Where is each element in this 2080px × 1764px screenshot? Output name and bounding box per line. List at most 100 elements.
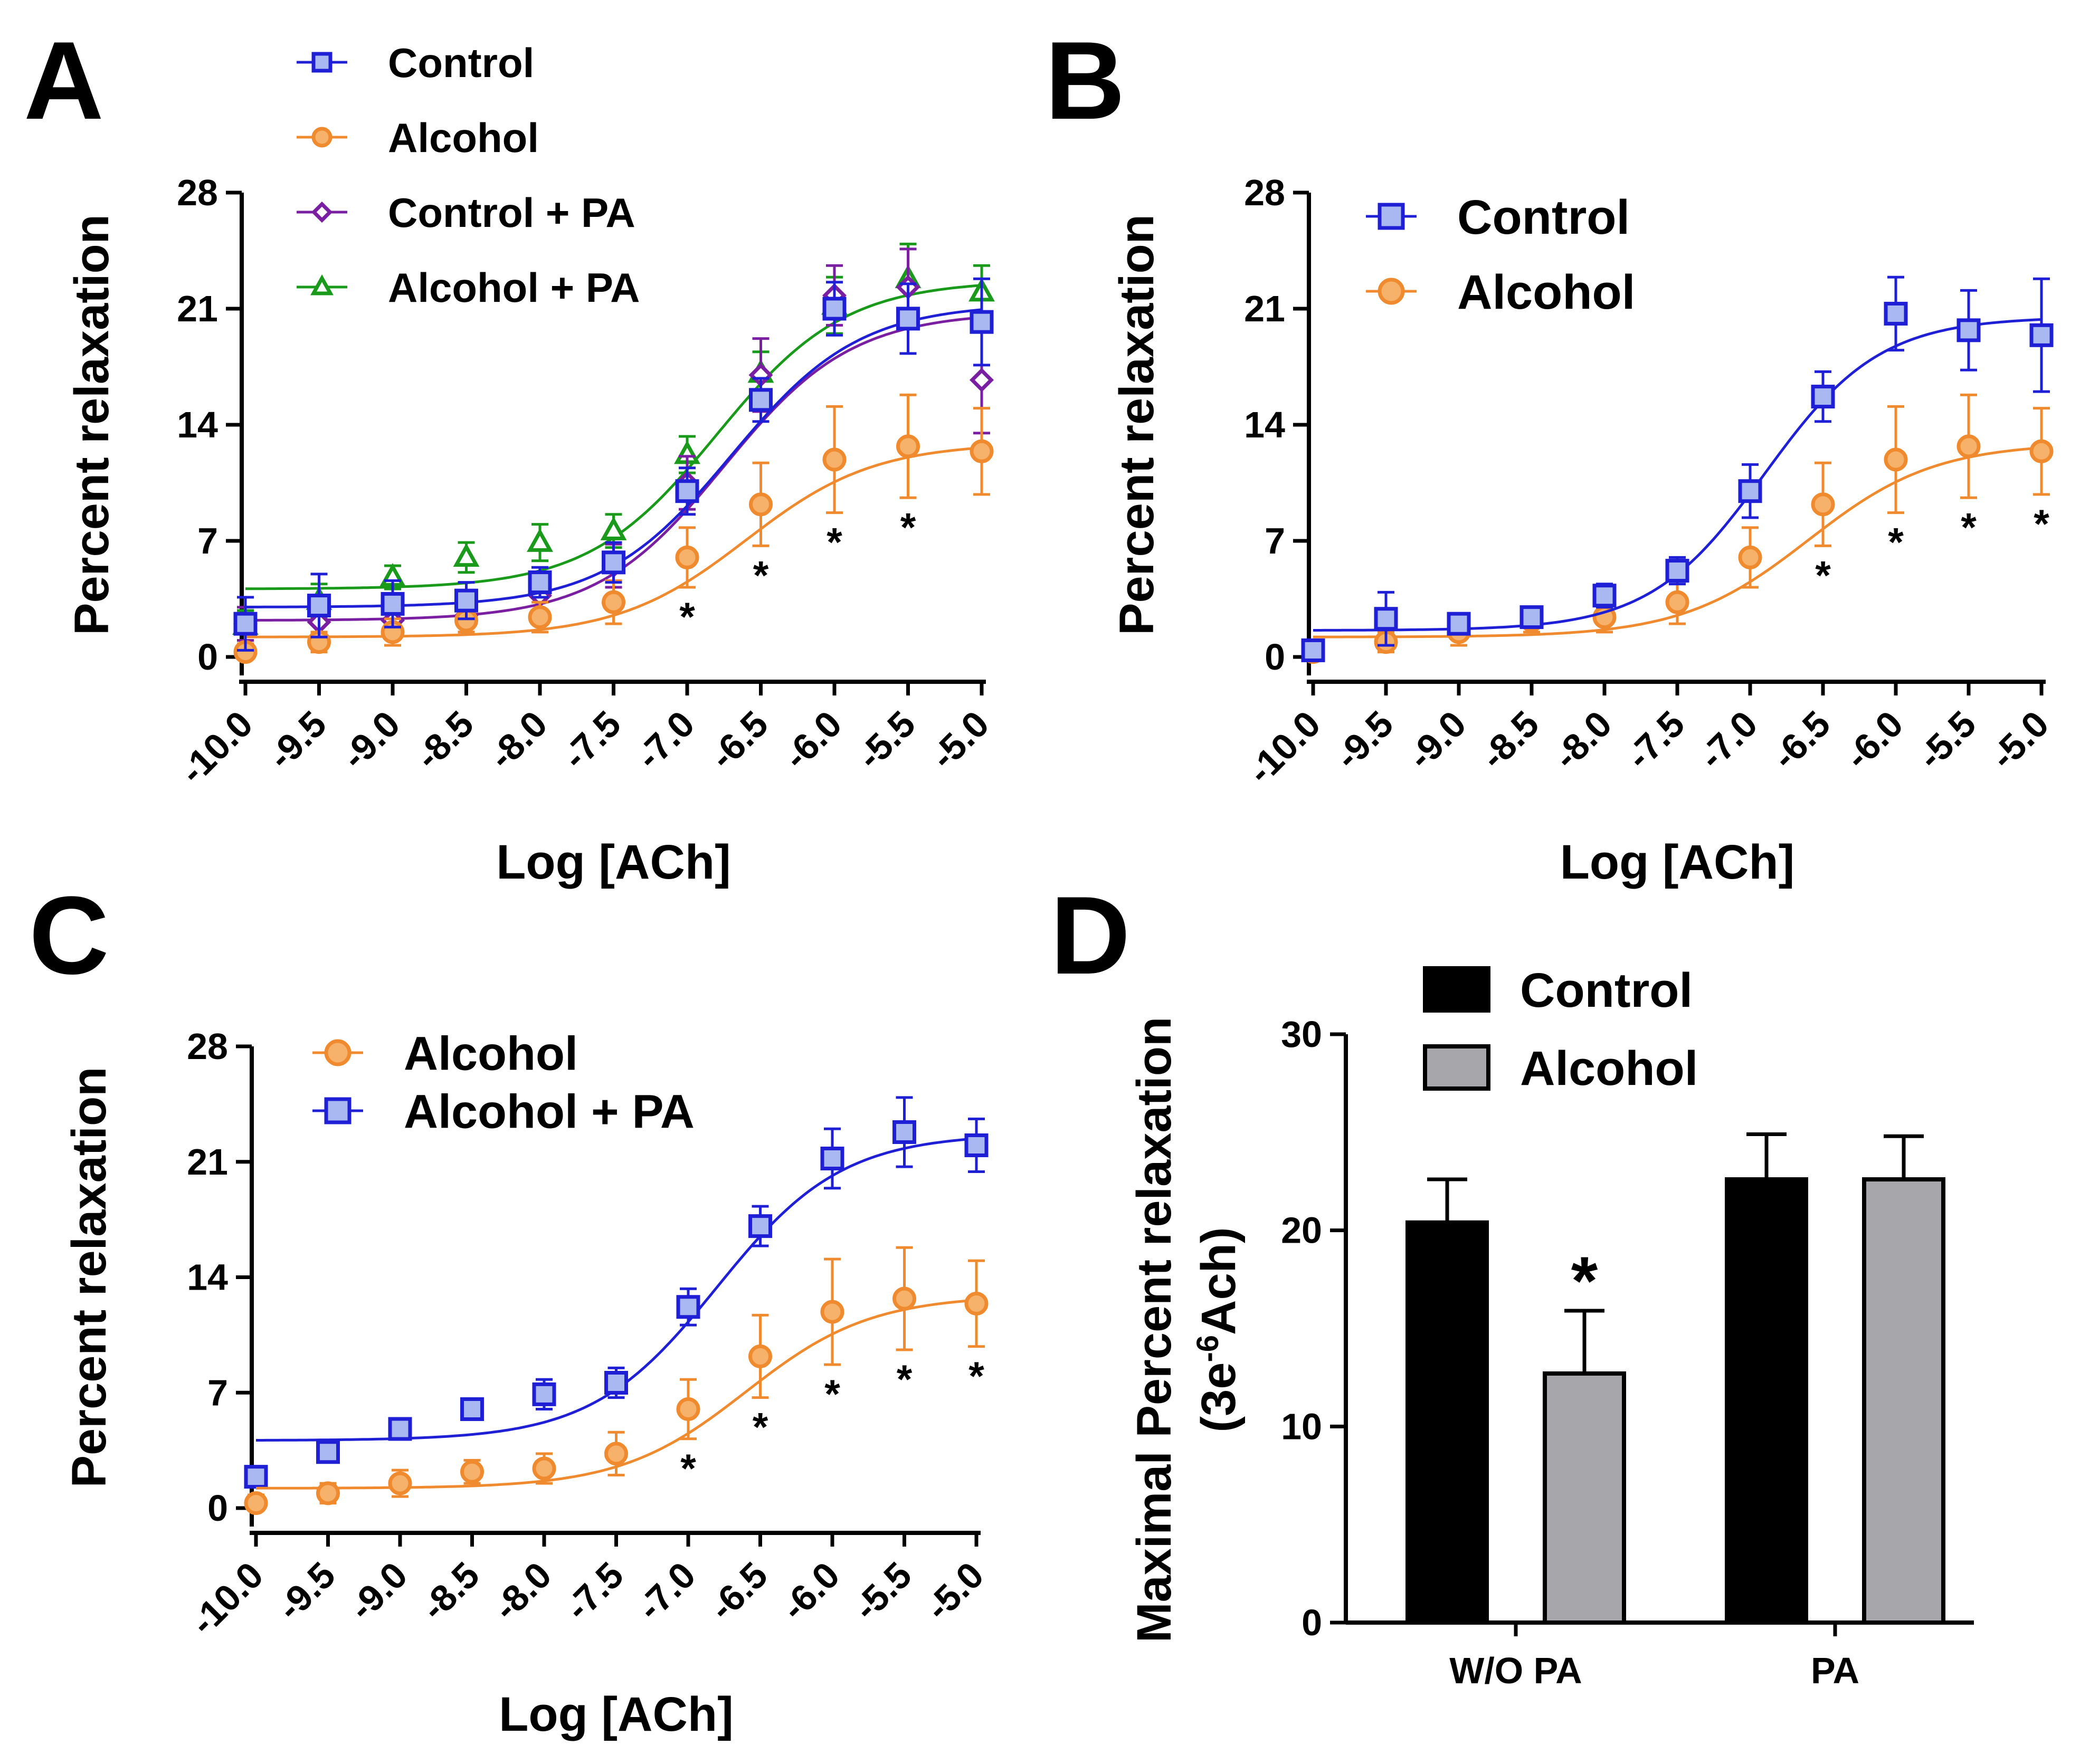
panel-a-x-axis-label: Log [ACh] xyxy=(496,835,731,889)
panel-a-legend-label-alcohol-pa: Alcohol + PA xyxy=(388,264,640,311)
panel-b-y-tick-label: 14 xyxy=(1244,404,1285,445)
panel-d-y-axis-label-suffix: Ach) xyxy=(1192,1227,1246,1335)
panel-a-x-tick-label: -7.5 xyxy=(555,703,629,777)
panel-a-x-tick-label: -8.0 xyxy=(481,703,555,777)
panel-c-point-alcohol xyxy=(460,1460,484,1484)
panel-b-legend-marker-control xyxy=(1378,203,1405,230)
panel-c-y-tick-label: 21 xyxy=(187,1141,228,1183)
panel-c-point-alcohol xyxy=(532,1456,556,1481)
panel-c-point-alcohol xyxy=(964,1292,989,1315)
panel-a-point-alcohol xyxy=(675,545,699,569)
panel-a-point-control xyxy=(749,388,773,412)
panel-c-point-alcohol xyxy=(604,1442,628,1466)
panel-b-point-control xyxy=(1301,638,1325,662)
panel-b-point-alcohol xyxy=(2029,439,2054,463)
panel-c-y-tick-label: 7 xyxy=(207,1372,228,1413)
panel-a-significance-star: * xyxy=(679,595,695,640)
panel-c-y-tick-label: 0 xyxy=(207,1488,228,1529)
panel-a-significance-star: * xyxy=(827,520,842,565)
panel-c-point-alcohol xyxy=(388,1471,412,1495)
panel-a-legend-marker-control-pa xyxy=(311,201,333,223)
panel-c-point-alcohol xyxy=(892,1286,916,1311)
panel-b-x-tick-label: -8.0 xyxy=(1545,703,1619,777)
panel-c-y-tick-label: 28 xyxy=(187,1026,228,1067)
panel-b-point-control xyxy=(1738,479,1762,503)
panel-c-point-alcohol-pa xyxy=(820,1147,844,1170)
panel-a-x-tick-label: -9.0 xyxy=(334,703,407,777)
panel-c-x-tick-label: -5.5 xyxy=(846,1554,919,1628)
panel-c-x-tick-label: -8.0 xyxy=(485,1554,559,1628)
panel-b-y-tick-label: 21 xyxy=(1244,288,1285,329)
panel-c-point-alcohol-pa xyxy=(532,1382,556,1406)
panel-d-significance-star: * xyxy=(1571,1242,1598,1319)
panel-a-legend-marker-alcohol-pa xyxy=(310,274,334,295)
panel-c-x-tick-label: -10.0 xyxy=(183,1554,271,1643)
panel-d-legend-swatch-alcohol xyxy=(1423,1044,1490,1091)
panel-a-point-alcohol-pa xyxy=(453,543,480,567)
panel-b-point-control xyxy=(1665,559,1689,583)
panel-d-legend-label-alcohol: Alcohol xyxy=(1520,1042,1698,1095)
panel-b-x-tick-label: -6.5 xyxy=(1764,703,1838,777)
panel-c-point-alcohol-pa xyxy=(604,1371,628,1395)
panel-a-point-control-pa xyxy=(970,368,994,393)
panel-b-point-control xyxy=(1592,584,1617,608)
panel-b-x-tick-label: -7.5 xyxy=(1618,703,1692,777)
panel-letter-b: B xyxy=(1045,18,1125,142)
panel-a-significance-star: * xyxy=(753,553,769,598)
panel-c-y-tick-label: 14 xyxy=(187,1257,228,1298)
panel-a-x-tick-label: -10.0 xyxy=(172,703,261,792)
panel-b-x-tick-label: -6.0 xyxy=(1837,703,1911,777)
panel-b-y-tick-label: 0 xyxy=(1265,636,1285,678)
panel-c-significance-star: * xyxy=(897,1357,913,1402)
panel-c-point-alcohol-pa xyxy=(460,1397,484,1421)
panel-a-point-alcohol xyxy=(749,492,773,517)
panel-c-x-tick-label: -5.0 xyxy=(917,1554,991,1628)
panel-a-legend-marker-alcohol xyxy=(311,127,333,148)
panel-d-x-tick-label: W/O PA xyxy=(1449,1650,1582,1691)
panel-c-x-tick-label: -9.0 xyxy=(341,1554,415,1628)
panel-a-x-tick-label: -5.0 xyxy=(923,703,996,777)
panel-a-y-tick-label: 21 xyxy=(177,288,218,329)
panel-d-legend-swatch-control xyxy=(1423,966,1490,1013)
panel-d-y-tick-label: 0 xyxy=(1302,1602,1322,1643)
panel-a-point-alcohol xyxy=(822,447,847,472)
panel-a-point-control xyxy=(822,297,847,321)
panel-b-point-control xyxy=(1447,612,1471,636)
panel-a-x-tick-label: -6.5 xyxy=(702,703,776,777)
panel-c-x-tick-label: -9.5 xyxy=(269,1554,343,1628)
panel-b-y-tick-label: 7 xyxy=(1265,520,1285,561)
panel-c-significance-star: * xyxy=(680,1446,696,1491)
panel-c-point-alcohol-pa xyxy=(892,1120,916,1144)
panel-b-point-alcohol xyxy=(1811,492,1835,517)
panel-b-curve-chart: 07142128-10.0-9.5-9.0-8.5-8.0-7.5-7.0-6.… xyxy=(1110,172,2057,889)
panel-b-significance-star: * xyxy=(2034,502,2049,547)
panel-b-point-alcohol xyxy=(1884,447,1908,472)
panel-b-x-tick-label: -8.5 xyxy=(1473,703,1546,777)
panel-a-y-tick-label: 28 xyxy=(177,172,218,213)
panel-c-point-alcohol xyxy=(820,1300,844,1324)
panel-b-point-control xyxy=(1519,605,1544,630)
panel-b-y-tick-label: 28 xyxy=(1244,172,1285,213)
panel-c-legend-label-alcohol: Alcohol xyxy=(404,1027,578,1080)
panel-c-point-alcohol-pa xyxy=(676,1295,700,1319)
panel-b-x-tick-label: -9.5 xyxy=(1327,703,1401,777)
panel-d-bar-control xyxy=(1405,1220,1489,1625)
panel-b-legend-marker-alcohol xyxy=(1378,278,1405,305)
panel-c-legend-marker-alcohol xyxy=(324,1039,352,1066)
panel-d-y-tick-label: 10 xyxy=(1281,1406,1322,1447)
panel-a-x-tick-label: -7.0 xyxy=(628,703,702,777)
panel-a-point-control xyxy=(602,550,625,575)
panel-a-significance-star: * xyxy=(900,505,916,550)
panel-a-point-alcohol xyxy=(602,590,625,614)
panel-c-point-alcohol xyxy=(748,1345,772,1368)
panel-b-x-axis-label: Log [ACh] xyxy=(1560,835,1795,889)
panel-c-point-alcohol xyxy=(676,1397,700,1421)
panel-b-significance-star: * xyxy=(1888,520,1904,565)
panel-a-point-alcohol xyxy=(970,439,994,463)
panel-a-point-control xyxy=(307,594,331,618)
panel-b-significance-star: * xyxy=(1961,505,1977,550)
panel-b-point-alcohol xyxy=(1956,434,1981,459)
panel-a-x-tick-label: -6.0 xyxy=(775,703,849,777)
